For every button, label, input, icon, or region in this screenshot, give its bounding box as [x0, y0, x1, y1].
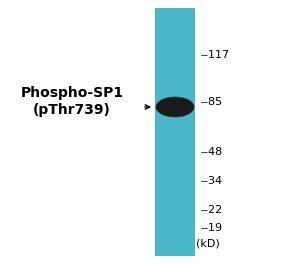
Text: --48: --48 — [200, 147, 222, 157]
Text: (pThr739): (pThr739) — [33, 103, 111, 117]
Text: --117: --117 — [200, 50, 229, 60]
Text: --85: --85 — [200, 97, 222, 107]
Text: --34: --34 — [200, 176, 222, 186]
Ellipse shape — [156, 97, 194, 117]
Text: (kD): (kD) — [196, 239, 220, 249]
Text: --22: --22 — [200, 205, 222, 215]
Text: --19: --19 — [200, 223, 222, 233]
Bar — [155, 8, 195, 256]
Text: Phospho-SP1: Phospho-SP1 — [20, 86, 124, 100]
